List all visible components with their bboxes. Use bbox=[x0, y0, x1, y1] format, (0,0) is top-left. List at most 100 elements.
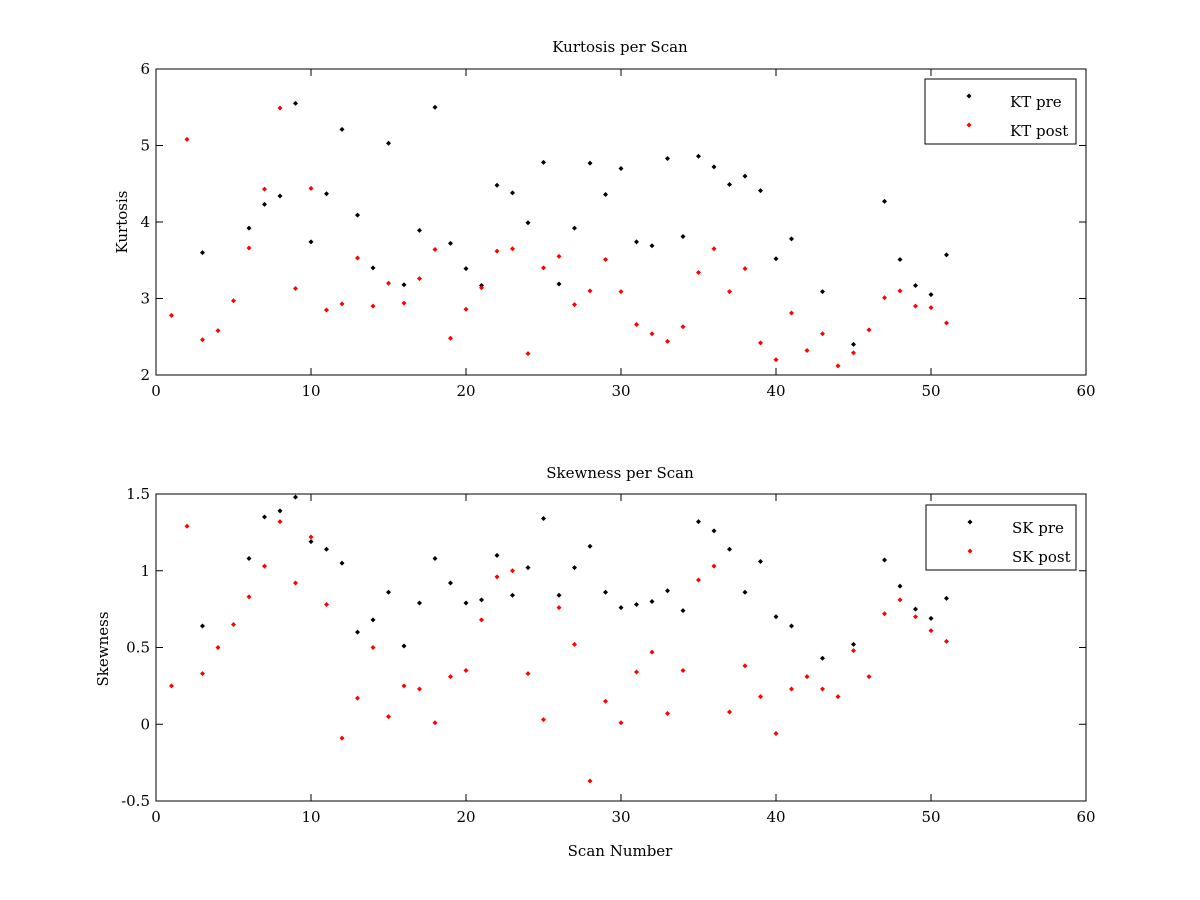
kurtosis-point-post bbox=[277, 105, 283, 111]
kurtosis-point-post bbox=[773, 357, 779, 363]
kurtosis-x-tick-label: 50 bbox=[921, 382, 940, 400]
kurtosis-point-post bbox=[634, 322, 639, 328]
kurtosis-point-post bbox=[184, 136, 190, 142]
kurtosis-point-post bbox=[169, 312, 174, 318]
kurtosis-point-pre bbox=[541, 159, 546, 165]
kurtosis-point-pre bbox=[587, 160, 593, 166]
skewness-point-pre bbox=[680, 608, 686, 614]
kurtosis-x-tick-label: 20 bbox=[456, 382, 475, 400]
kurtosis-point-pre bbox=[649, 243, 655, 249]
kurtosis-point-post bbox=[293, 286, 298, 292]
kurtosis-point-pre bbox=[293, 100, 298, 106]
kurtosis-ticks: 0 10 20 30 40 50 60 2 3 4 5 6 bbox=[140, 60, 1095, 400]
kurtosis-point-post bbox=[758, 340, 763, 346]
kurtosis-point-pre bbox=[525, 220, 531, 226]
skewness-point-pre bbox=[308, 539, 314, 545]
skewness-chart-title: Skewness per Scan bbox=[546, 464, 694, 482]
kurtosis-point-pre bbox=[742, 173, 748, 179]
kurtosis-point-post bbox=[835, 363, 841, 369]
kurtosis-point-post bbox=[215, 328, 221, 334]
kurtosis-point-post bbox=[541, 265, 546, 271]
kurtosis-point-post bbox=[913, 303, 918, 309]
skewness-point-post bbox=[525, 671, 531, 677]
kurtosis-y-tick-label: 4 bbox=[140, 213, 150, 231]
skewness-point-post bbox=[696, 577, 701, 583]
kurtosis-point-post bbox=[665, 338, 670, 344]
skewness-point-pre bbox=[432, 555, 438, 561]
skewness-point-pre bbox=[479, 597, 484, 603]
skewness-point-pre bbox=[882, 557, 887, 563]
skewness-point-pre bbox=[665, 588, 670, 594]
kurtosis-chart-title: Kurtosis per Scan bbox=[552, 38, 688, 56]
skewness-point-pre bbox=[634, 602, 639, 608]
skewness-y-tick-label: 0.5 bbox=[126, 639, 150, 657]
kurtosis-point-post bbox=[789, 310, 794, 316]
kurtosis-point-pre bbox=[928, 292, 934, 298]
skewness-x-tick-label: 40 bbox=[766, 808, 785, 826]
kurtosis-point-post bbox=[448, 335, 453, 341]
kurtosis-point-pre bbox=[727, 182, 732, 188]
skewness-point-post bbox=[711, 563, 717, 569]
skewness-point-pre bbox=[494, 552, 500, 558]
skewness-legend-label-pre: SK pre bbox=[1012, 519, 1064, 537]
kurtosis-point-pre bbox=[572, 225, 577, 231]
skewness-point-post bbox=[463, 668, 469, 674]
skewness-point-post bbox=[401, 683, 407, 689]
kurtosis-point-post bbox=[231, 298, 236, 304]
skewness-point-post bbox=[665, 711, 670, 717]
kurtosis-point-pre bbox=[711, 164, 717, 170]
skewness-point-post bbox=[634, 669, 639, 675]
kurtosis-point-post bbox=[556, 253, 562, 259]
kurtosis-point-post bbox=[463, 306, 469, 312]
skewness-point-post bbox=[727, 709, 732, 715]
skewness-point-post bbox=[339, 735, 345, 741]
kurtosis-point-post bbox=[680, 324, 686, 330]
skewness-point-post bbox=[680, 668, 686, 674]
skewness-y-tick-label: -0.5 bbox=[121, 792, 150, 810]
kurtosis-point-post bbox=[572, 302, 577, 308]
kurtosis-point-post bbox=[339, 301, 345, 307]
skewness-point-pre bbox=[758, 559, 763, 565]
kurtosis-point-post bbox=[386, 280, 391, 286]
skewness-point-post bbox=[355, 695, 360, 701]
skewness-point-post bbox=[789, 686, 794, 692]
skewness-point-pre bbox=[355, 629, 360, 635]
kurtosis-point-pre bbox=[882, 198, 887, 204]
skewness-point-pre bbox=[696, 519, 701, 525]
skewness-x-tick-label: 50 bbox=[921, 808, 940, 826]
kurtosis-point-pre bbox=[944, 252, 949, 258]
kurtosis-point-pre bbox=[913, 282, 918, 288]
kurtosis-legend-marker-post bbox=[966, 122, 972, 128]
skewness-point-post bbox=[587, 778, 593, 784]
kurtosis-point-post bbox=[851, 350, 856, 356]
skewness-point-post bbox=[494, 574, 500, 580]
skewness-legend-marker-pre bbox=[967, 519, 973, 525]
skewness-point-pre bbox=[277, 508, 283, 514]
skewness-point-post bbox=[572, 641, 577, 647]
kurtosis-legend-marker-pre bbox=[966, 93, 972, 99]
kurtosis-point-post bbox=[618, 289, 624, 295]
skewness-point-post bbox=[742, 663, 748, 669]
skewness-ticks: 0 10 20 30 40 50 60-0.500.511.5 bbox=[121, 485, 1095, 826]
kurtosis-point-pre bbox=[200, 250, 205, 256]
kurtosis-point-post bbox=[479, 285, 484, 291]
skewness-point-pre bbox=[649, 598, 655, 604]
skewness-point-post bbox=[510, 568, 515, 574]
skewness-point-post bbox=[758, 694, 763, 700]
skewness-point-pre bbox=[618, 605, 624, 611]
kurtosis-x-tick-label: 30 bbox=[611, 382, 630, 400]
skewness-point-post bbox=[556, 605, 562, 611]
kurtosis-point-post bbox=[696, 269, 701, 275]
kurtosis-point-post bbox=[882, 295, 887, 301]
skewness-point-pre bbox=[293, 494, 298, 500]
kurtosis-point-pre bbox=[339, 126, 345, 132]
skewness-point-pre bbox=[262, 514, 267, 520]
skewness-panel: Skewness per Scan Skewness Scan Number 0… bbox=[94, 464, 1096, 860]
skewness-point-post bbox=[169, 683, 174, 689]
skewness-point-pre bbox=[417, 600, 422, 606]
kurtosis-point-post bbox=[324, 307, 329, 313]
kurtosis-point-pre bbox=[680, 234, 686, 240]
skewness-point-post bbox=[432, 720, 438, 726]
